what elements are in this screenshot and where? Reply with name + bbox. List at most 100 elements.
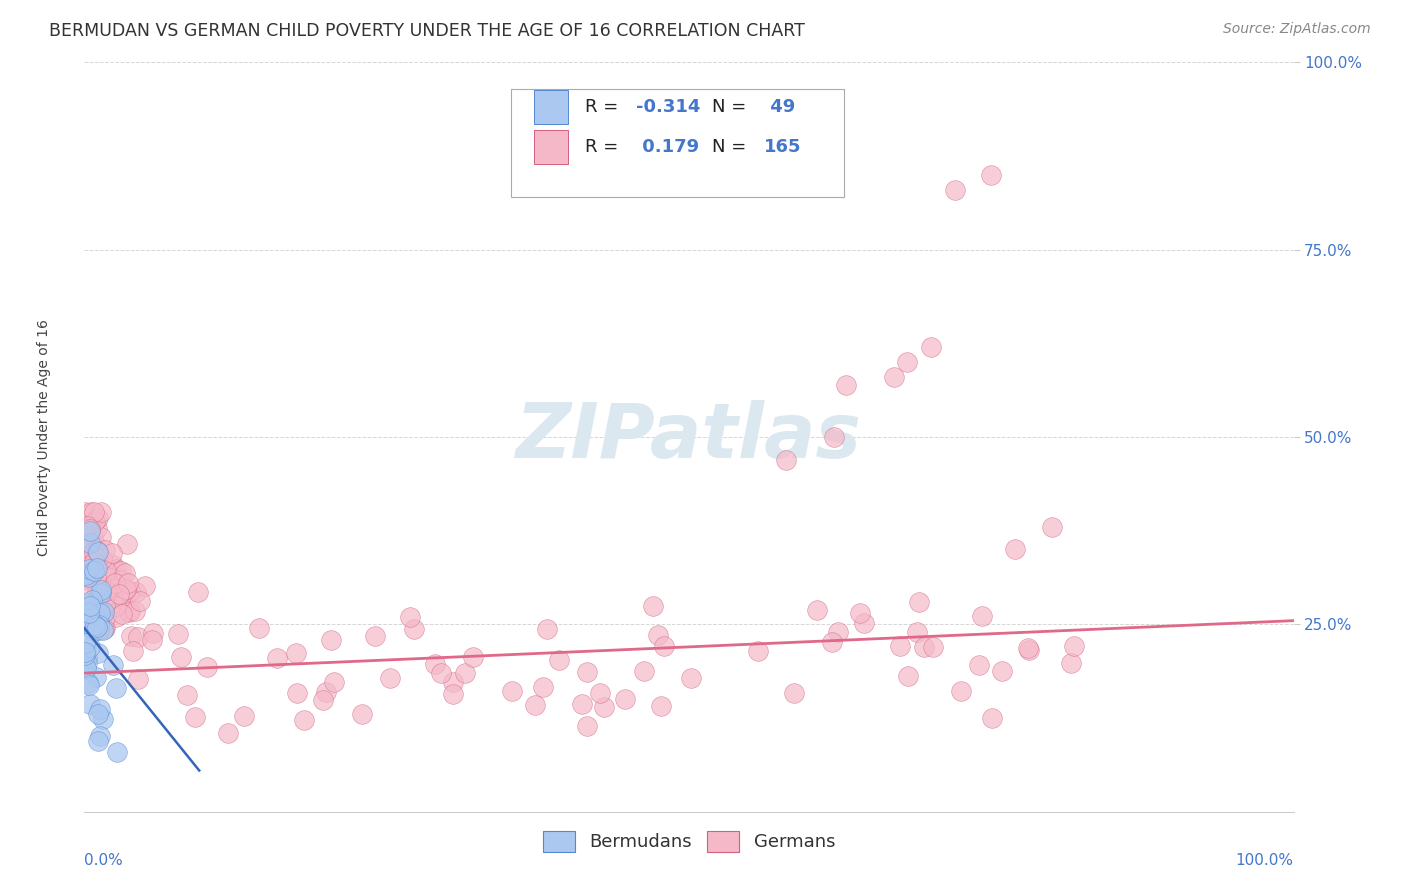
- Point: [104, 575, 127, 590]
- Point: [76, 519, 98, 533]
- Point: [980, 168, 1002, 182]
- Point: [89, 574, 111, 589]
- Point: [166, 626, 188, 640]
- Point: [89, 702, 111, 716]
- Point: [89, 618, 111, 632]
- Point: [83, 624, 105, 638]
- Point: [650, 699, 672, 714]
- Point: [823, 430, 845, 444]
- Point: [101, 558, 124, 572]
- Point: [575, 719, 598, 733]
- Point: [75, 556, 97, 570]
- Point: [117, 576, 139, 591]
- Text: N =: N =: [711, 98, 752, 116]
- Point: [883, 370, 905, 384]
- Point: [77, 569, 100, 583]
- Bar: [534, 90, 568, 124]
- Point: [441, 675, 464, 690]
- Point: [79, 524, 101, 539]
- Point: [647, 628, 669, 642]
- Point: [91, 712, 114, 726]
- Point: [84, 543, 107, 558]
- Point: [118, 604, 141, 618]
- Point: [110, 565, 132, 579]
- Point: [75, 552, 97, 566]
- Text: Child Poverty Under the Age of 16: Child Poverty Under the Age of 16: [37, 318, 51, 556]
- Text: R =: R =: [585, 137, 624, 156]
- Point: [83, 514, 105, 528]
- Point: [127, 630, 149, 644]
- Point: [285, 686, 308, 700]
- Point: [125, 585, 148, 599]
- Point: [86, 544, 108, 558]
- Point: [501, 684, 523, 698]
- Point: [614, 691, 637, 706]
- Point: [321, 633, 343, 648]
- Point: [75, 661, 97, 675]
- Text: 165: 165: [763, 137, 801, 156]
- Point: [115, 582, 138, 597]
- Point: [129, 594, 152, 608]
- Point: [86, 521, 108, 535]
- Point: [141, 633, 163, 648]
- Point: [80, 573, 103, 587]
- Point: [350, 706, 373, 721]
- Point: [423, 657, 446, 672]
- Point: [87, 707, 110, 722]
- Point: [105, 681, 128, 695]
- Point: [94, 621, 117, 635]
- Point: [195, 660, 218, 674]
- Point: [990, 664, 1012, 678]
- Text: N =: N =: [711, 137, 752, 156]
- Text: 0.179: 0.179: [636, 137, 699, 156]
- Point: [775, 452, 797, 467]
- Point: [285, 646, 308, 660]
- Point: [380, 671, 402, 685]
- Point: [463, 650, 485, 665]
- Point: [1017, 641, 1039, 656]
- Point: [73, 615, 96, 630]
- Text: BERMUDAN VS GERMAN CHILD POVERTY UNDER THE AGE OF 16 CORRELATION CHART: BERMUDAN VS GERMAN CHILD POVERTY UNDER T…: [49, 22, 806, 40]
- Point: [83, 555, 105, 569]
- Point: [398, 610, 420, 624]
- Point: [84, 670, 107, 684]
- Point: [96, 564, 118, 578]
- Point: [83, 537, 105, 551]
- Point: [87, 646, 110, 660]
- Point: [79, 599, 101, 613]
- Point: [90, 530, 112, 544]
- Point: [75, 518, 97, 533]
- Point: [79, 522, 101, 536]
- Point: [170, 649, 193, 664]
- Point: [89, 586, 111, 600]
- Point: [93, 623, 115, 637]
- Point: [127, 672, 149, 686]
- Text: Source: ZipAtlas.com: Source: ZipAtlas.com: [1223, 22, 1371, 37]
- Point: [105, 562, 128, 576]
- Point: [79, 615, 101, 630]
- Point: [641, 599, 664, 614]
- Point: [76, 541, 98, 555]
- Legend: Bermudans, Germans: Bermudans, Germans: [536, 823, 842, 859]
- Point: [86, 558, 108, 572]
- Point: [73, 648, 96, 662]
- Point: [93, 624, 115, 638]
- Point: [217, 726, 239, 740]
- Point: [402, 622, 425, 636]
- Point: [104, 609, 127, 624]
- Point: [783, 686, 806, 700]
- Point: [75, 522, 97, 536]
- Point: [124, 604, 146, 618]
- Point: [1018, 643, 1040, 657]
- Point: [97, 569, 120, 583]
- Point: [589, 686, 612, 700]
- Point: [104, 580, 127, 594]
- Point: [101, 658, 124, 673]
- Point: [86, 734, 108, 748]
- Text: -0.314: -0.314: [636, 98, 700, 116]
- Point: [75, 577, 97, 591]
- Point: [103, 563, 125, 577]
- Point: [86, 561, 108, 575]
- Point: [547, 653, 569, 667]
- Point: [80, 516, 103, 531]
